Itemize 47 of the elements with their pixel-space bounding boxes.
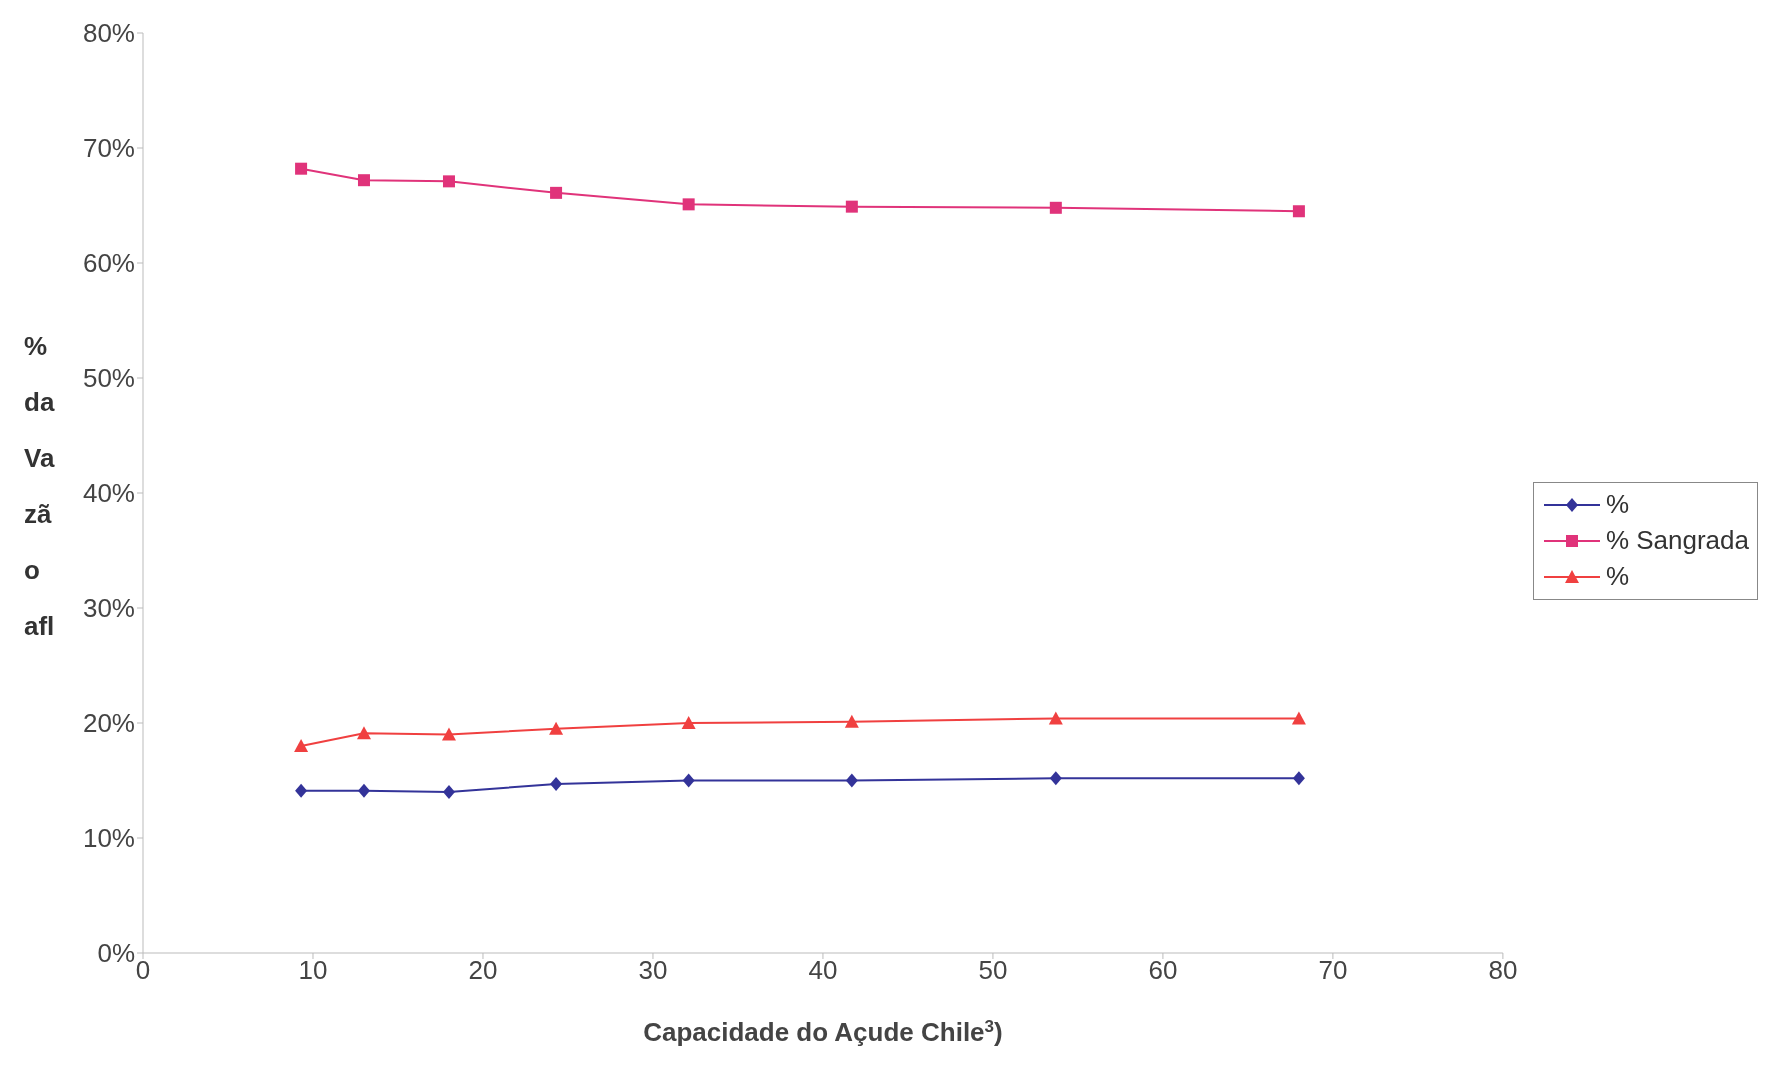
x-tick-label: 60 [1148, 955, 1178, 986]
point [1291, 711, 1306, 725]
point [1048, 711, 1063, 725]
point [550, 186, 563, 199]
legend-label: % [1605, 489, 1630, 520]
point [549, 721, 564, 735]
point [356, 726, 371, 740]
point [550, 776, 563, 791]
point [441, 727, 456, 741]
point [845, 200, 858, 213]
legend-label: % [1605, 561, 1630, 592]
y-tick-label: 60% [82, 248, 135, 279]
point [294, 739, 309, 752]
point [1049, 201, 1062, 214]
point [845, 773, 858, 788]
y-tick-label: 70% [82, 133, 135, 164]
x-tick-label: 50 [978, 955, 1008, 986]
point [357, 783, 370, 798]
y-axis-title: % da Va zã o afl [24, 330, 55, 643]
y-tick-label: 50% [82, 363, 135, 394]
point [1292, 205, 1305, 218]
point [295, 162, 308, 175]
point [681, 716, 696, 729]
legend-label: % Sangrada [1605, 525, 1749, 556]
point [682, 198, 695, 211]
y-tick-label: 20% [82, 708, 135, 739]
y-tick-label: 30% [82, 593, 135, 624]
point [1049, 771, 1062, 786]
point [1292, 771, 1305, 786]
point [442, 785, 455, 799]
point [442, 175, 455, 188]
y-tick-label: 10% [82, 823, 135, 854]
y-tick-label: 40% [82, 478, 135, 509]
point [844, 714, 859, 728]
x-axis-title: Capacidade do Açude Chile$^{3}$) [643, 1016, 1003, 1047]
x-tick-label: 80 [1488, 955, 1518, 986]
x-tick-label: 10 [298, 955, 328, 986]
x-tick-label: 70 [1318, 955, 1348, 986]
y-tick-label: 80% [82, 18, 135, 49]
y-tick-label: 0% [97, 938, 135, 969]
x-tick-label: 20 [468, 955, 498, 986]
x-tick-label: 30 [638, 955, 668, 986]
x-tick-label: 0 [135, 955, 151, 986]
point [295, 783, 308, 798]
point [682, 773, 695, 788]
point [357, 174, 370, 187]
x-tick-label: 40 [808, 955, 838, 986]
